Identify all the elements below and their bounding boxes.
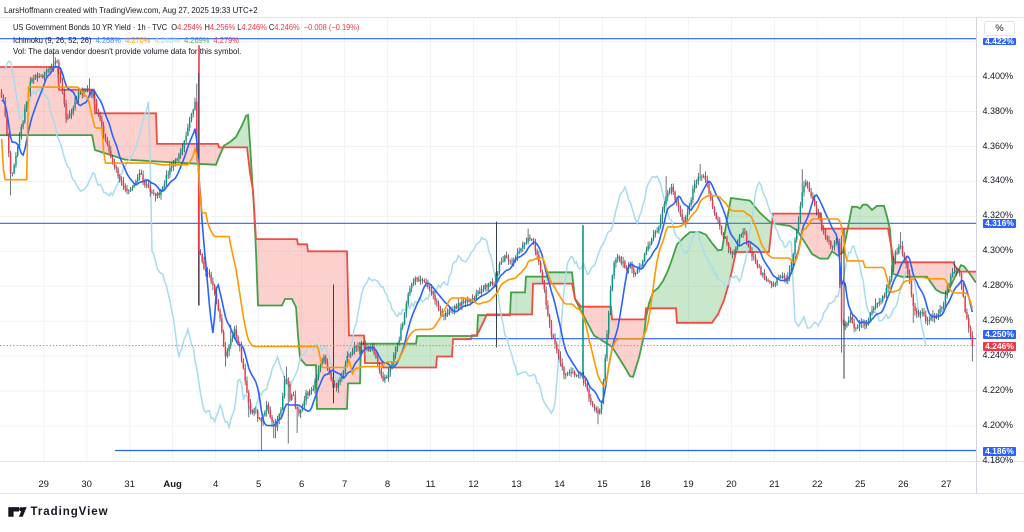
svg-text:TradingView: TradingView xyxy=(31,506,109,518)
